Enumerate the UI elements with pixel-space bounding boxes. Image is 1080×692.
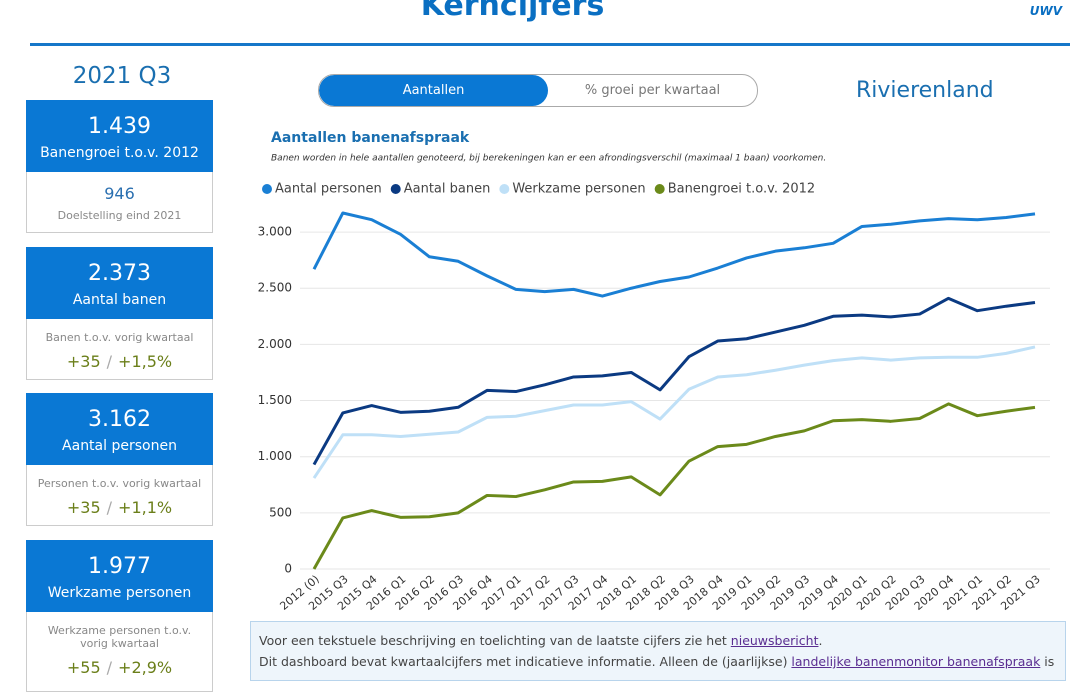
separator: / <box>106 498 113 517</box>
kpi-label: Aantal personen <box>62 438 177 454</box>
legend-label: Werkzame personen <box>512 182 645 197</box>
kpi-card: 1.977 Werkzame personen Werkzame personen… <box>26 540 213 692</box>
kpi-label: Banengroei t.o.v. 2012 <box>40 145 199 161</box>
info-text: Dit dashboard bevat kwartaalcijfers met … <box>259 654 792 669</box>
info-text: Voor een tekstuele beschrijving en toeli… <box>259 633 731 648</box>
series-line <box>312 211 1036 298</box>
y-tick-label: 3.000 <box>258 225 292 239</box>
kpi-target: 946 <box>104 184 135 203</box>
legend-marker <box>654 184 665 194</box>
toggle-option-active[interactable]: Aantallen <box>319 75 548 106</box>
y-tick-label: 1.500 <box>258 393 292 407</box>
kpi-label: Werkzame personen <box>47 585 192 601</box>
toggle: Aantallen % groei per kwartaal <box>318 74 758 107</box>
info-text: . <box>818 633 823 648</box>
legend-label: Aantal banen <box>404 182 491 197</box>
y-tick-label: 0 <box>284 562 292 576</box>
kpi-sub-label: Banen t.o.v. vorig kwartaal <box>45 331 194 344</box>
separator: / <box>106 352 113 371</box>
kpi-label: Aantal banen <box>72 292 167 308</box>
kpi-card: 2.373 Aantal banen Banen t.o.v. vorig kwa… <box>26 247 213 380</box>
chart-title: Aantallen banenafspraak <box>271 130 470 146</box>
header-rule <box>30 43 1070 46</box>
kpi-change: +35 <box>66 498 101 517</box>
y-tick-label: 1.000 <box>258 449 292 463</box>
kpi-change-pct: +2,9% <box>118 658 173 677</box>
chart: Aantallen banenafspraak Banen worden in … <box>258 130 1050 613</box>
kpi-sub-label: Werkzame personen t.o.v. vorig kwartaal <box>47 624 192 650</box>
kpi-change-pct: +1,5% <box>118 352 173 371</box>
series-line <box>312 296 1036 466</box>
page-title: Kerncijfers <box>420 0 605 23</box>
legend-marker <box>390 184 401 194</box>
y-tick-label: 500 <box>269 505 292 519</box>
legend-label: Banengroei t.o.v. 2012 <box>668 182 816 197</box>
info-box: Voor een tekstuele beschrijving en toeli… <box>250 621 1066 681</box>
y-tick-label: 2.000 <box>258 337 292 351</box>
legend-marker <box>262 184 272 194</box>
kpi-value: 1.977 <box>88 554 151 579</box>
period: 2021 Q3 <box>72 63 172 89</box>
link[interactable]: nieuwsbericht <box>730 633 819 648</box>
y-tick-label: 2.500 <box>258 281 292 295</box>
kpi-change: +35 <box>66 352 101 371</box>
info-text: is <box>1040 654 1055 669</box>
kpi-value: 3.162 <box>88 407 151 432</box>
series-line <box>312 345 1036 479</box>
page: Kerncijfers UWV 2021 Q3 1.439 Banengroei … <box>26 0 1070 692</box>
kpi-value: 1.439 <box>88 114 151 139</box>
logo[interactable]: UWV <box>1029 4 1062 18</box>
kpi-change: +55 <box>66 658 101 677</box>
separator: / <box>106 658 113 677</box>
kpi-sub-label: Doelstelling eind 2021 <box>57 209 182 222</box>
kpi-change-pct: +1,1% <box>118 498 173 517</box>
legend-label: Aantal personen <box>275 182 382 197</box>
series-line <box>312 402 1036 570</box>
kpi-card: 1.439 Banengroei t.o.v. 2012 946 Doelstell… <box>26 100 213 233</box>
chart-subtitle: Banen worden in hele aantallen genoteerd… <box>271 154 826 164</box>
kpi-card: 3.162 Aantal personen Personen t.o.v. vor… <box>26 393 213 526</box>
kpi-value: 2.373 <box>88 261 151 286</box>
region: Rivierenland <box>856 78 994 103</box>
toggle-option[interactable]: % groei per kwartaal <box>584 83 721 98</box>
kpi-sub-label: Personen t.o.v. vorig kwartaal <box>37 477 202 490</box>
link[interactable]: landelijke banenmonitor banenafspraak <box>791 654 1041 669</box>
legend-marker <box>499 184 510 194</box>
